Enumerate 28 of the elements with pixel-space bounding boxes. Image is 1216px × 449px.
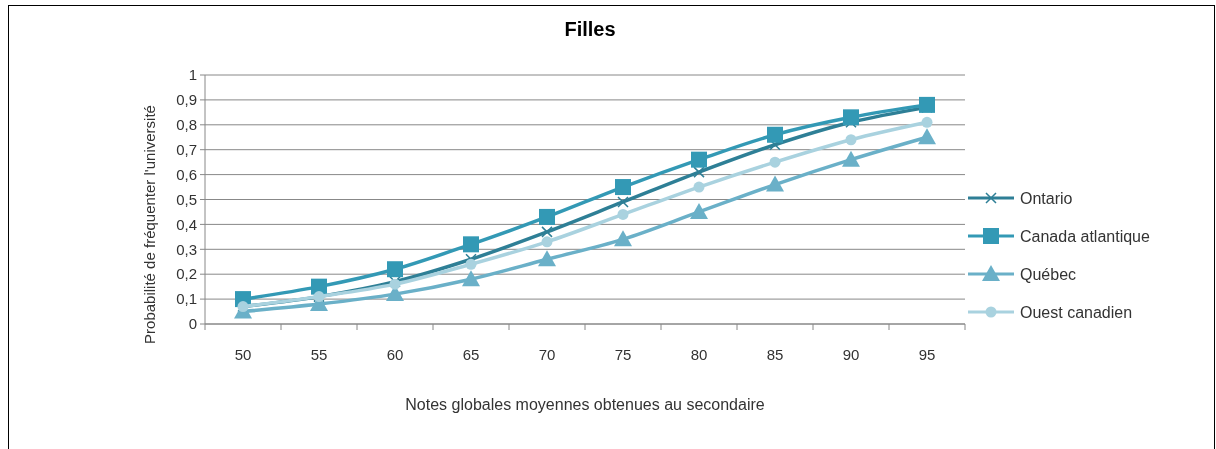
x-tick-label: 75 xyxy=(614,346,632,363)
y-tick-label: 0 xyxy=(188,315,197,333)
x-tick-label: 95 xyxy=(918,346,936,363)
x-tick-label: 70 xyxy=(538,346,556,363)
y-tick-label: 1 xyxy=(188,66,197,84)
y-tick-label: 0,5 xyxy=(176,190,197,208)
x-tick-label: 90 xyxy=(842,346,860,363)
x-tick-label: 65 xyxy=(462,346,480,363)
legend-label: Ouest canadien xyxy=(1020,303,1133,321)
y-tick-label: 0,3 xyxy=(176,240,197,258)
legend-label: Canada atlantique xyxy=(1020,227,1150,245)
y-tick-label: 0,8 xyxy=(176,116,197,134)
x-tick-label: 55 xyxy=(310,346,328,363)
y-tick-label: 0,6 xyxy=(176,165,197,183)
legend-label: Québec xyxy=(1020,265,1077,283)
y-tick-label: 0,7 xyxy=(176,140,197,158)
y-tick-label: 0,4 xyxy=(176,215,197,233)
x-tick-label: 80 xyxy=(690,346,708,363)
y-tick-label: 0,1 xyxy=(176,290,197,308)
x-axis-title: Notes globales moyennes obtenues au secondaire xyxy=(405,396,765,413)
legend-label: Ontario xyxy=(1020,189,1073,207)
y-tick-label: 0,9 xyxy=(176,91,197,109)
y-axis-title: Probabilité de fréquenter l'université xyxy=(141,105,158,344)
x-tick-label: 85 xyxy=(766,346,784,363)
chart-title: Filles xyxy=(564,18,616,40)
x-tick-label: 50 xyxy=(234,346,252,363)
y-tick-label: 0,2 xyxy=(176,265,197,283)
x-tick-label: 60 xyxy=(386,346,404,363)
